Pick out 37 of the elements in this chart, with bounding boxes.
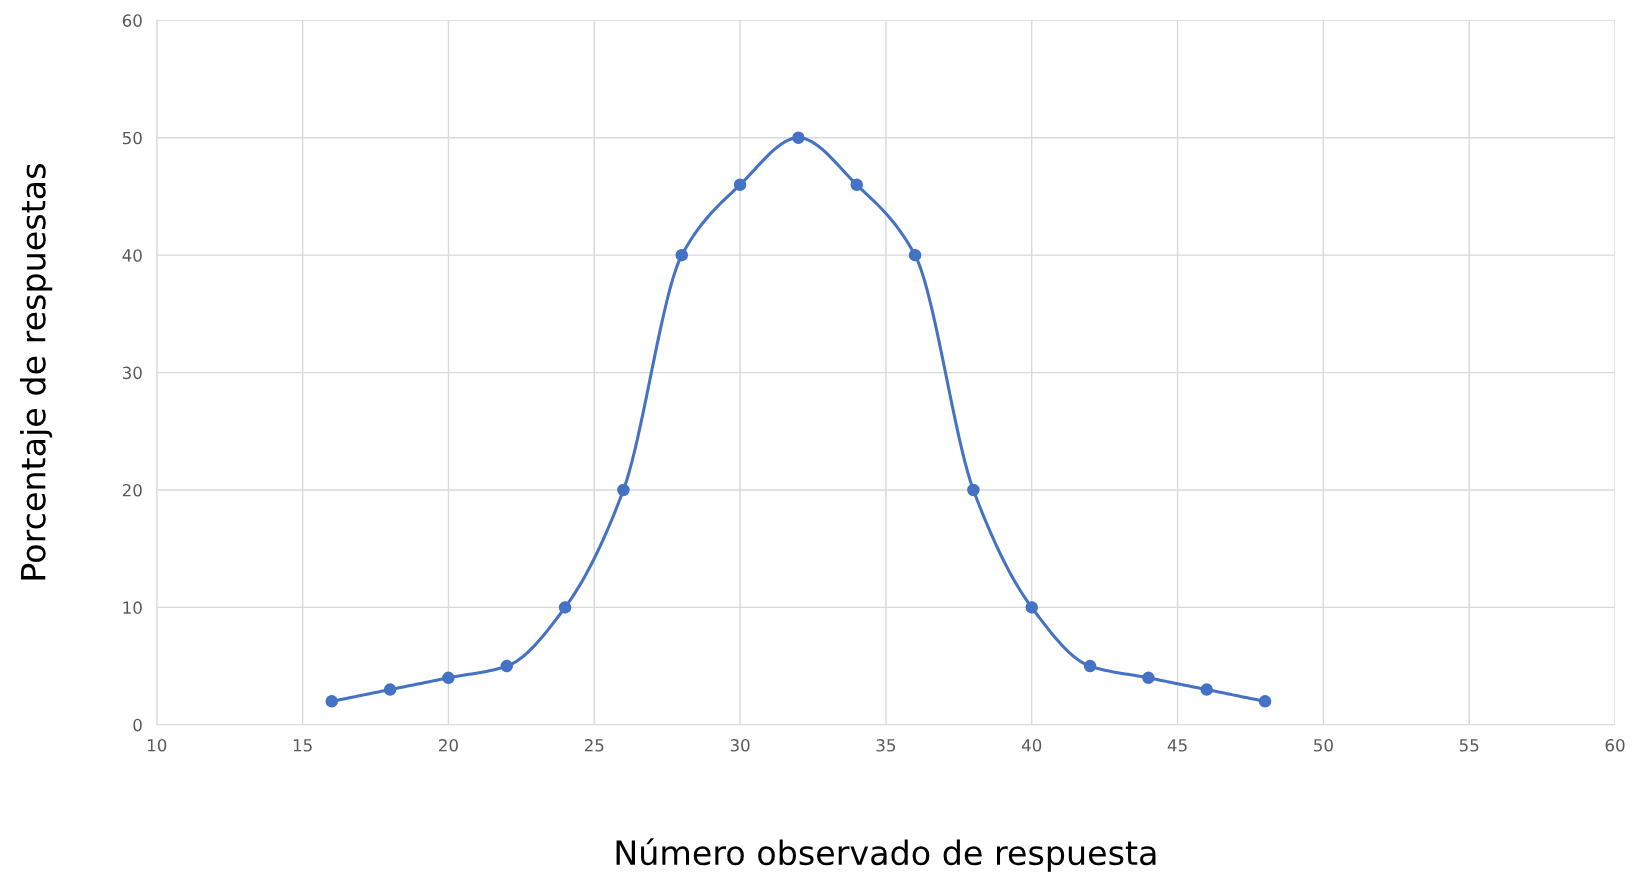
point [733, 178, 747, 191]
point [850, 178, 863, 191]
x-tick-label: 15 [293, 739, 312, 752]
point [1142, 671, 1155, 685]
point [1200, 683, 1213, 696]
point [442, 671, 455, 685]
x-axis-title: Número observado de respuesta [616, 838, 1156, 872]
point [558, 601, 572, 614]
point [325, 695, 339, 708]
x-tick-label: 40 [1021, 739, 1042, 752]
x-tick-label: 35 [876, 739, 896, 752]
x-tick-label: 45 [1167, 739, 1187, 752]
y-axis-title: Porcentaje de respuestas [19, 164, 53, 580]
x-tick-label: 55 [1459, 739, 1479, 752]
y-tick-label: 20 [122, 483, 142, 497]
y-tick-label: 40 [122, 249, 142, 262]
y-tick-label: 30 [122, 366, 142, 380]
y-tick-label: 0 [133, 718, 142, 732]
x-tick-label: 50 [1314, 739, 1333, 752]
point [908, 248, 922, 262]
point [675, 248, 688, 262]
y-tick-label: 10 [123, 601, 142, 614]
point [1025, 601, 1038, 614]
point [383, 683, 397, 696]
x-tick-label: 60 [1605, 739, 1625, 752]
point [1083, 659, 1097, 673]
point [792, 131, 805, 145]
point [967, 483, 980, 497]
point [500, 659, 514, 673]
x-tick-label: 25 [584, 739, 604, 752]
y-tick-label: 50 [122, 131, 142, 145]
x-tick-label: 10 [147, 739, 167, 752]
point [1258, 695, 1272, 708]
x-tick-label: 20 [439, 739, 458, 752]
x-tick-label: 30 [730, 739, 750, 752]
point [617, 483, 630, 497]
y-tick-label: 60 [122, 14, 142, 27]
